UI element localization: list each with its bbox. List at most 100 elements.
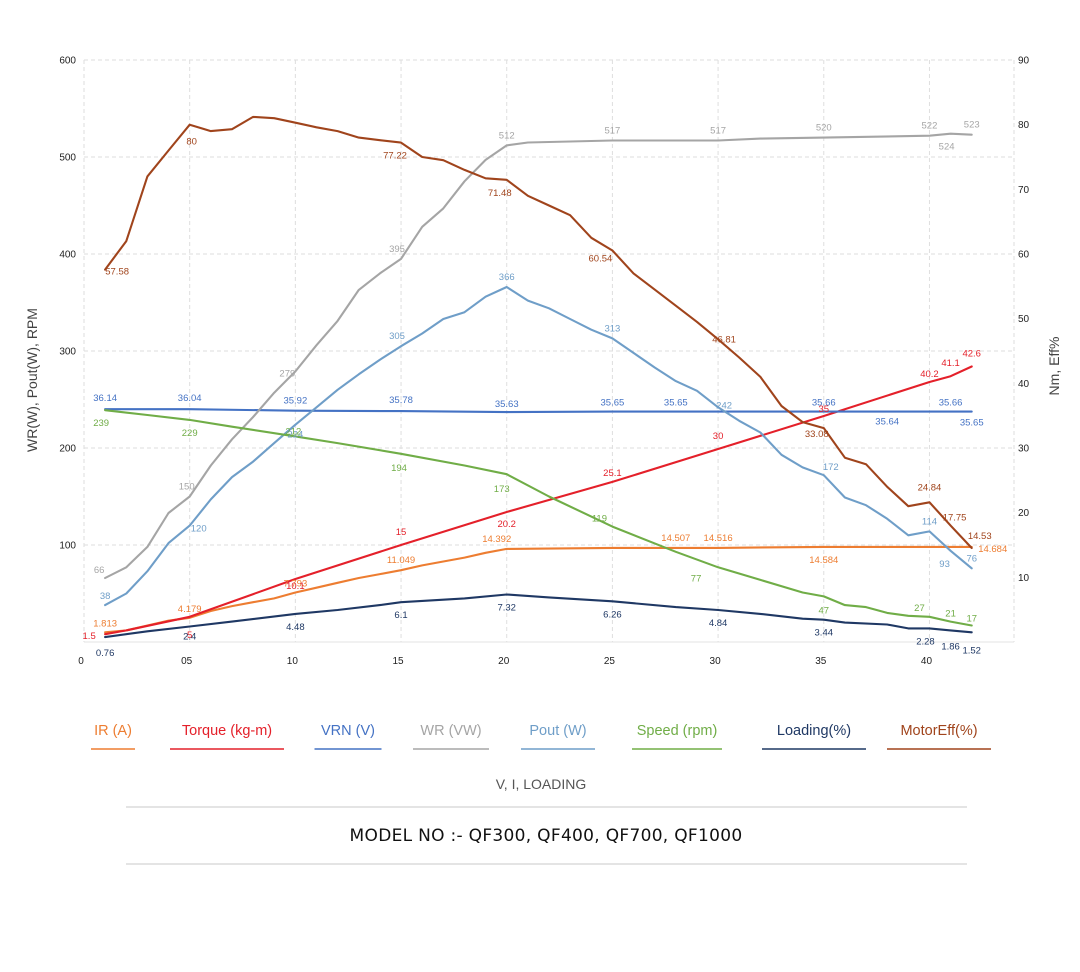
data-label: 305 bbox=[389, 331, 405, 342]
data-label: 4.84 bbox=[709, 618, 728, 629]
y2-axis-title: Nm, Eff% bbox=[1046, 337, 1062, 396]
y2-tick-label: 40 bbox=[1018, 379, 1030, 390]
data-label: 35.65 bbox=[960, 418, 984, 429]
data-label: 38 bbox=[100, 591, 111, 602]
legend-label: Loading(%) bbox=[777, 723, 851, 739]
series-line-speed-rpm bbox=[104, 409, 973, 627]
x-tick-label: 25 bbox=[604, 656, 616, 667]
data-label: 229 bbox=[182, 428, 198, 439]
data-label: 57.58 bbox=[105, 267, 129, 278]
data-label: 36.04 bbox=[178, 393, 202, 404]
data-label: 14.507 bbox=[661, 533, 690, 544]
legend: IR (A) Torque (kg-m) VRN (V) WR (VW) Pout (W… bbox=[91, 723, 991, 750]
data-label: 77 bbox=[691, 573, 702, 584]
series bbox=[104, 115, 973, 639]
data-label: 35.66 bbox=[939, 398, 963, 409]
y2-tick-label: 70 bbox=[1018, 185, 1030, 196]
data-label: 30 bbox=[713, 431, 724, 442]
y2-tick-label: 20 bbox=[1018, 508, 1030, 519]
data-label: 14.516 bbox=[704, 533, 733, 544]
y2-tick-label: 50 bbox=[1018, 314, 1030, 325]
data-label: 7.793 bbox=[283, 579, 307, 590]
legend-label: IR (A) bbox=[94, 723, 132, 739]
data-label: 35.65 bbox=[601, 398, 625, 409]
data-label: 42.6 bbox=[962, 349, 981, 360]
data-label: 35.66 bbox=[812, 398, 836, 409]
data-label: 76 bbox=[966, 553, 977, 564]
x-tick-label: 20 bbox=[498, 656, 510, 667]
data-label: 17.75 bbox=[943, 513, 967, 524]
grid bbox=[83, 59, 1015, 643]
data-label: 517 bbox=[604, 126, 620, 137]
data-label: 14.392 bbox=[482, 534, 511, 545]
data-label: 2.28 bbox=[916, 636, 935, 647]
data-label: 1.52 bbox=[962, 645, 981, 656]
y-tick-label: 300 bbox=[59, 347, 76, 358]
data-label: 3.44 bbox=[815, 628, 834, 639]
data-label: 395 bbox=[389, 244, 405, 255]
data-label: 93 bbox=[939, 559, 950, 570]
series-line-pout-w bbox=[104, 285, 973, 607]
data-label: 173 bbox=[494, 484, 510, 495]
y-tick-label: 600 bbox=[59, 56, 76, 67]
data-label: 224 bbox=[287, 430, 303, 441]
data-label: 33.08 bbox=[805, 429, 829, 440]
data-label: 66 bbox=[94, 565, 105, 576]
y-tick-label: 400 bbox=[59, 250, 76, 261]
data-label: 15 bbox=[396, 527, 407, 538]
data-label: 36.14 bbox=[93, 393, 117, 404]
x-axis-title: V, I, LOADING bbox=[496, 776, 587, 792]
x-tick-label: 30 bbox=[710, 656, 722, 667]
x-tick-label: 15 bbox=[392, 656, 404, 667]
series-line-loading bbox=[104, 593, 973, 639]
x-tick-label: 05 bbox=[181, 656, 193, 667]
data-label: 4.48 bbox=[286, 622, 305, 633]
data-label: 20.2 bbox=[497, 519, 516, 530]
data-label: 14.684 bbox=[978, 544, 1007, 555]
data-label: 17 bbox=[966, 614, 977, 625]
y2-tick-label: 30 bbox=[1018, 444, 1030, 455]
data-label: 35.64 bbox=[875, 417, 899, 428]
data-label: 4.179 bbox=[178, 604, 202, 615]
series-line-motoreff bbox=[104, 115, 973, 550]
data-label: 35.63 bbox=[495, 399, 519, 410]
data-label: 1.86 bbox=[941, 641, 960, 652]
legend-label: VRN (V) bbox=[321, 723, 375, 739]
x-tick-label: 40 bbox=[921, 656, 933, 667]
data-label: 27 bbox=[914, 603, 925, 614]
data-label: 35.92 bbox=[283, 396, 307, 407]
series-line-torque-kg-m bbox=[104, 365, 973, 636]
data-label: 60.54 bbox=[589, 254, 613, 265]
y2-tick-label: 60 bbox=[1018, 250, 1030, 261]
series-line-vrn-v bbox=[104, 408, 973, 414]
data-label: 24.84 bbox=[918, 482, 942, 493]
data-label: 119 bbox=[592, 514, 607, 525]
y-axis-title: WR(W), Pout(W), RPM bbox=[24, 308, 40, 452]
data-label: 14.53 bbox=[968, 531, 992, 542]
y2-tick-label: 90 bbox=[1018, 56, 1030, 67]
data-label: 512 bbox=[499, 130, 515, 141]
x-tick-label: 35 bbox=[815, 656, 827, 667]
data-label: 194 bbox=[391, 463, 407, 474]
y2-tick-label: 80 bbox=[1018, 120, 1030, 131]
y2-tick-label: 10 bbox=[1018, 573, 1030, 584]
data-label: 77.22 bbox=[383, 151, 407, 162]
y-tick-label: 200 bbox=[59, 444, 76, 455]
series-line-wr-vw bbox=[104, 132, 973, 580]
legend-label: Speed (rpm) bbox=[637, 723, 718, 739]
data-label: 21 bbox=[945, 609, 956, 620]
data-label: 114 bbox=[922, 516, 937, 527]
data-label: 279 bbox=[279, 368, 295, 379]
data-label: 7.32 bbox=[497, 602, 516, 613]
data-label: 6.1 bbox=[394, 610, 407, 621]
data-label: 523 bbox=[964, 120, 980, 131]
data-label: 14.584 bbox=[809, 555, 838, 566]
data-label: 71.48 bbox=[488, 188, 512, 199]
y-tick-label: 100 bbox=[59, 541, 76, 552]
data-label: 522 bbox=[922, 121, 938, 132]
series-line-ir-a bbox=[104, 545, 973, 634]
data-label: 150 bbox=[179, 482, 195, 493]
